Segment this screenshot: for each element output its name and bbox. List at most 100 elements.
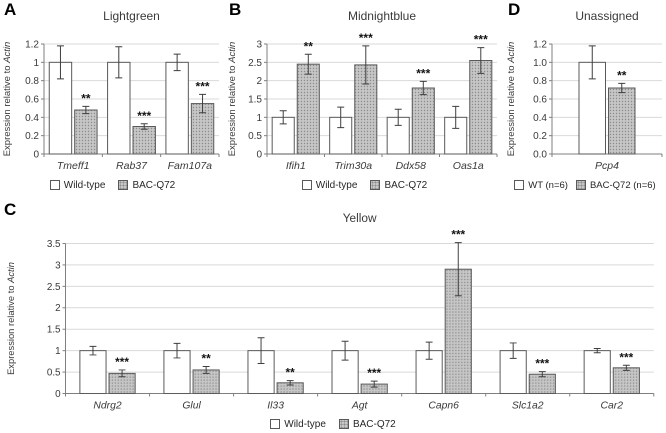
category-label: Agt (351, 400, 369, 411)
legend-pair-bacq72: BAC-Q72 (n=6) (575, 179, 656, 191)
y-tick-label: 1.5 (248, 95, 262, 106)
y-tick-label: 0.5 (248, 131, 262, 142)
error-bar (588, 45, 596, 80)
significance-stars: *** (474, 33, 488, 47)
y-axis-label: Expression relative to Actin (506, 42, 517, 157)
panel-a-chart: 0 0.2 0.4 0.6 0.8 1 1.2 Lightgreen Expression re… (2, 9, 220, 172)
y-tick-label: 3 (55, 260, 61, 271)
y-tick-label: 0.8 (25, 76, 39, 87)
error-bar (173, 53, 181, 72)
error-bar (56, 45, 64, 80)
y-tick-label: 1.2 (533, 40, 547, 51)
error-bar (618, 82, 626, 94)
significance-stars: *** (196, 79, 210, 93)
wildtype-swatch-icon (49, 180, 60, 190)
category-label: Glul (182, 400, 201, 411)
y-tick-label: 2.5 (47, 282, 61, 293)
legend-label-bacq72: BAC-Q72 (352, 418, 396, 430)
bar-bacq72-Rab37 (132, 126, 156, 155)
chart-title: Unassigned (575, 9, 638, 23)
error-bar (454, 242, 462, 297)
category-label: Ifih1 (286, 160, 306, 172)
y-tick-label: 1.5 (47, 325, 61, 336)
category-label: Tmeff1 (57, 160, 90, 172)
legend-label-bacq72: BAC-Q72 (n=6) (589, 179, 656, 191)
significance-stars: ** (617, 68, 627, 82)
error-bar (89, 345, 97, 356)
chart-title: Yellow (343, 211, 377, 225)
panel-b-chart: 0 0.5 1 1.5 2 2.5 3 Midnightblue Expression rela… (227, 9, 498, 172)
bar-wildtype-Car2 (583, 350, 611, 395)
y-tick-label: 0.4 (533, 113, 547, 124)
panel-b: B 0 0.5 1 1.5 2 2.5 3 Midnightblue Expression re… (225, 0, 504, 200)
legend-pair-wildtype: Wild-type (301, 180, 357, 191)
error-bar (115, 46, 123, 79)
y-tick-label: 0.0 (533, 150, 547, 161)
error-bar (341, 340, 349, 361)
y-tick-label: 1 (33, 58, 39, 69)
y-tick-label: 0 (33, 150, 39, 161)
legend-label-wt: WT (n=6) (528, 179, 568, 191)
error-bar (622, 364, 630, 371)
bacq72-swatch-icon (575, 180, 586, 190)
y-tick-label: 0.2 (533, 131, 547, 142)
category-label: Capn6 (428, 400, 459, 411)
error-bar (419, 80, 427, 96)
y-tick-label: 2 (256, 76, 262, 87)
significance-stars: ** (304, 39, 314, 53)
bar-wildtype-Fam107a (165, 61, 189, 155)
category-label: Oas1a (453, 160, 484, 172)
y-tick-label: 1 (256, 113, 262, 124)
wildtype-swatch-icon (514, 180, 525, 190)
error-bar (509, 342, 517, 359)
category-label: Slc1a2 (512, 400, 544, 411)
category-label: Trim30a (334, 160, 372, 172)
y-tick-label: 0.2 (25, 131, 39, 142)
panel-d-label: D (508, 0, 521, 19)
chart-title: Lightgreen (103, 9, 160, 23)
category-label: Ddx58 (396, 160, 427, 172)
bar-bacq72-Oas1a (469, 60, 493, 155)
legend-label-wildtype: Wild-type (284, 418, 326, 430)
wildtype-swatch-icon (301, 180, 312, 190)
significance-stars: *** (359, 31, 373, 45)
bar-bacq72-Tmeff1 (74, 109, 98, 155)
y-tick-label: 2 (55, 303, 60, 314)
panel-c-legend: Wild-type BAC-Q72 (0, 415, 666, 433)
y-tick-label: 1.0 (533, 58, 547, 69)
category-label: Rab37 (116, 160, 148, 172)
y-tick-label: 0 (256, 150, 262, 161)
error-bar (370, 380, 378, 388)
bacq72-swatch-icon (370, 180, 381, 190)
error-bar (173, 342, 181, 359)
legend-pair-wildtype: Wild-type (49, 180, 105, 191)
y-tick-label: 0.4 (25, 113, 39, 124)
y-tick-label: 1 (55, 346, 60, 357)
y-axis-label: Expression relative to Actin (2, 42, 13, 157)
y-axis-label: Expression relative to Actin (227, 42, 238, 157)
y-tick-label: 0.6 (533, 95, 547, 106)
error-bar (199, 93, 207, 114)
significance-stars: *** (137, 109, 151, 123)
legend-pair-wt: WT (n=6) (514, 180, 568, 191)
category-label: Car2 (601, 400, 624, 411)
y-tick-label: 0.5 (47, 368, 61, 379)
legend-pair-bacq72: BAC-Q72 (370, 180, 427, 191)
top-row: A 0 0.2 0.4 0.6 0.8 1 1.2 Lightgreen Expression … (0, 0, 666, 200)
significance-stars: ** (286, 366, 296, 380)
legend-label-bacq72: BAC-Q72 (132, 179, 176, 191)
error-bar (257, 337, 265, 365)
panel-a-legend: Wild-type BAC-Q72 (0, 176, 225, 194)
bar-bacq72-Pcp4 (608, 87, 636, 155)
panel-c-chart: 0 0.5 1 1.5 2 2.5 3 3.5 Yellow Expression relativ… (6, 211, 655, 411)
error-bar (477, 47, 485, 74)
significance-stars: *** (367, 366, 381, 380)
panel-a: A 0 0.2 0.4 0.6 0.8 1 1.2 Lightgreen Expression … (0, 0, 225, 200)
error-bar (362, 45, 370, 85)
bar-bacq72-Ddx58 (411, 87, 435, 155)
y-tick-label: 0 (55, 389, 61, 400)
legend-pair-bacq72: BAC-Q72 (118, 180, 175, 191)
error-bar (118, 369, 126, 378)
error-bar (202, 366, 210, 374)
bar-bacq72-Ifih1 (296, 63, 320, 155)
